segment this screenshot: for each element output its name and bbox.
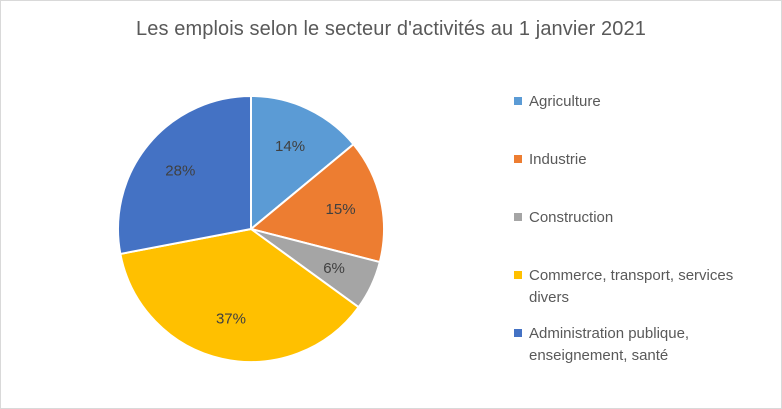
legend-swatch-commerce xyxy=(514,271,522,279)
slice-label-agriculture: 14% xyxy=(275,138,305,155)
legend-label-industrie: Industrie xyxy=(529,151,587,168)
legend-item-construction: Construction xyxy=(514,207,776,229)
slice-label-industrie: 15% xyxy=(326,201,356,218)
legend-label-construction: Construction xyxy=(529,209,614,226)
legend-item-industrie: Industrie xyxy=(514,149,776,171)
legend-item-agriculture: Agriculture xyxy=(514,91,776,113)
slice-label-administration: 28% xyxy=(165,163,195,180)
legend-swatch-administration xyxy=(514,329,522,337)
slice-label-commerce: 37% xyxy=(216,311,246,328)
chart-title: Les emplois selon le secteur d'activités… xyxy=(136,18,646,40)
legend-swatch-construction xyxy=(514,213,522,221)
pie-slice-administration xyxy=(117,94,252,256)
pie-slice-industrie xyxy=(248,142,385,264)
legend-item-administration: Administration publique, enseignement, s… xyxy=(514,323,776,367)
legend-label-commerce: Commerce, transport, services divers xyxy=(529,267,734,306)
legend-item-commerce: Commerce, transport, services divers xyxy=(514,265,776,309)
legend-label-administration: Administration publique, enseignement, s… xyxy=(529,325,690,364)
slice-label-construction: 6% xyxy=(323,260,345,277)
chart-legend: Agriculture Industrie Construction Comme… xyxy=(514,0,776,409)
pie-slice-commerce xyxy=(119,227,360,363)
legend-swatch-industrie xyxy=(514,155,522,163)
pie-slices xyxy=(117,94,385,363)
pie-slice-labels: 14% 15% 6% 37% 28% xyxy=(165,138,355,328)
pie-slice-agriculture xyxy=(250,94,355,232)
legend-swatch-agriculture xyxy=(514,97,522,105)
legend-label-agriculture: Agriculture xyxy=(529,93,601,110)
